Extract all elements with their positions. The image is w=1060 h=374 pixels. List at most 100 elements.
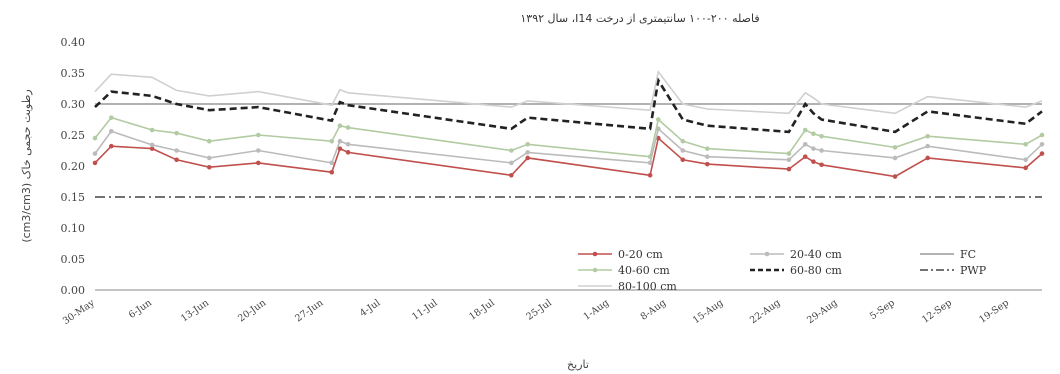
x-tick-16: 19-Sep: [977, 297, 1011, 325]
series-0-point-13: [680, 157, 686, 163]
y-tick-6: 0.30: [61, 98, 86, 111]
series-1-point-13: [680, 148, 686, 153]
legend-item-1: 20-40 cm: [750, 248, 842, 261]
y-tick-8: 0.40: [61, 36, 86, 49]
series-3-point-21: [1023, 142, 1028, 147]
series-1-point-22: [1039, 142, 1045, 147]
series-0-point-19: [892, 174, 898, 179]
x-tick-1: 6-Jun: [127, 297, 154, 321]
legend-item-6: 80-100 cm: [578, 280, 677, 293]
series-0-point-4: [206, 164, 212, 170]
series-0-point-17: [811, 159, 816, 164]
series-1-point-17: [811, 146, 816, 151]
y-tick-5: 0.25: [61, 129, 86, 142]
series-1-point-0: [92, 151, 98, 156]
series-3-point-20: [925, 133, 931, 139]
series-0-point-3: [174, 157, 179, 163]
series-1-point-19: [892, 155, 898, 161]
series-0-point-14: [704, 161, 710, 167]
series-0-point-20: [925, 155, 931, 161]
series-3-point-0: [92, 135, 98, 141]
series-0-point-21: [1023, 165, 1028, 171]
y-axis-label: رطوبت حجمی خاک (cm3/cm3): [20, 89, 33, 242]
series-6: [94, 69, 1043, 115]
legend-marker-1: [764, 251, 770, 257]
series-1-point-8: [345, 142, 351, 147]
series-3-point-4: [206, 138, 212, 144]
y-tick-labels: 0.00 0.05 0.10 0.15 0.20 0.25 0.30 0.35 0.40: [61, 36, 86, 297]
x-tick-labels: 30-May 6-Jun 13-Jun 20-Jun 27-Jun 4-Jul 11-Jul…: [61, 297, 1011, 327]
series-3-point-17: [811, 131, 816, 137]
series-1-point-16: [802, 142, 808, 147]
series-0-point-2: [149, 146, 155, 151]
series-line-4: [94, 76, 1043, 134]
series-0-point-22: [1039, 151, 1045, 156]
x-tick-15: 12-Sep: [920, 297, 954, 325]
legend-label-6: 80-100 cm: [618, 280, 677, 293]
series-1-point-21: [1023, 157, 1028, 163]
series-1-point-7: [337, 138, 343, 144]
series-3-point-13: [680, 138, 686, 144]
series-1-point-18: [819, 148, 824, 153]
series-3-point-15: [786, 151, 792, 156]
series-1-point-1: [109, 128, 114, 134]
series-0-point-1: [109, 143, 114, 149]
legend-marker-3: [592, 267, 598, 273]
series-0-point-5: [255, 160, 261, 166]
series-1: [92, 126, 1045, 166]
x-tick-2: 13-Jun: [179, 297, 211, 324]
series-1-point-15: [786, 157, 792, 163]
legend-item-0: 0-20 cm: [578, 248, 663, 261]
legend-item-3: 40-60 cm: [578, 264, 670, 277]
x-tick-12: 22-Aug: [748, 297, 782, 326]
series-group: [92, 69, 1045, 198]
x-tick-7: 18-Jul: [467, 297, 496, 322]
legend-item-5: PWP: [920, 264, 987, 277]
y-tick-4: 0.20: [61, 160, 86, 173]
x-tick-13: 29-Aug: [805, 297, 839, 326]
x-tick-4: 27-Jun: [293, 297, 325, 324]
series-0-point-0: [92, 160, 98, 166]
series-3-point-18: [819, 133, 824, 139]
series-3-point-14: [704, 146, 710, 151]
series-1-point-10: [525, 150, 530, 155]
series-0: [92, 135, 1045, 179]
series-0-point-16: [802, 154, 808, 159]
series-3-point-1: [109, 115, 114, 120]
legend: 0-20 cm 20-40 cm FC 40-60 cm 60-80 cm PWP 80-1…: [578, 248, 987, 293]
series-3-point-16: [802, 127, 808, 133]
chart-title: فاصله ۲۰۰-۱۰۰ سانتیمتری از درخت I14، سال…: [520, 12, 759, 25]
legend-label-4: 60-80 cm: [790, 264, 842, 277]
series-3-point-8: [345, 125, 351, 130]
x-tick-5: 4-Jul: [358, 297, 383, 319]
x-axis-label: تاریخ: [567, 358, 589, 371]
legend-label-2: FC: [960, 248, 976, 261]
series-1-point-20: [925, 143, 931, 149]
series-0-point-6: [329, 169, 335, 175]
y-tick-2: 0.10: [61, 222, 86, 235]
series-3-point-6: [329, 138, 335, 144]
legend-label-5: PWP: [960, 264, 987, 277]
x-tick-8: 25-Jul: [524, 297, 553, 322]
series-0-point-9: [509, 173, 514, 178]
series-line-0: [94, 136, 1043, 178]
legend-label-0: 0-20 cm: [618, 248, 663, 261]
series-3-point-11: [647, 154, 653, 159]
series-3-point-7: [337, 123, 343, 128]
series-0-point-10: [525, 155, 530, 161]
series-0-point-15: [786, 166, 792, 172]
series-3: [92, 115, 1045, 159]
series-1-point-4: [206, 155, 212, 161]
x-tick-9: 1-Aug: [582, 297, 612, 322]
series-3-point-2: [149, 127, 155, 133]
series-3-point-5: [255, 132, 261, 138]
series-3-point-19: [892, 145, 898, 150]
y-tick-7: 0.35: [61, 67, 86, 80]
legend-label-1: 20-40 cm: [790, 248, 842, 261]
series-3-point-10: [525, 142, 530, 147]
series-1-point-14: [704, 154, 710, 159]
series-line-6: [94, 69, 1043, 115]
y-tick-3: 0.15: [61, 191, 86, 204]
series-4: [94, 76, 1043, 134]
series-1-point-5: [255, 148, 261, 153]
